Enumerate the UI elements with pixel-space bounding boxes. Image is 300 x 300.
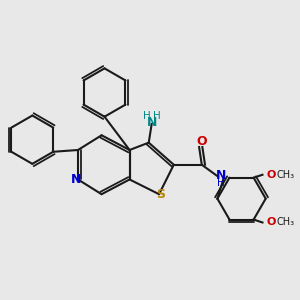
- Text: H: H: [217, 178, 225, 188]
- Text: CH₃: CH₃: [276, 218, 294, 227]
- Text: O: O: [267, 218, 276, 227]
- Text: N: N: [216, 169, 226, 182]
- Text: H: H: [143, 110, 151, 121]
- Text: O: O: [267, 170, 276, 180]
- Text: N: N: [147, 116, 158, 129]
- Text: S: S: [156, 188, 165, 201]
- Text: N: N: [71, 173, 82, 186]
- Text: O: O: [196, 135, 207, 148]
- Text: CH₃: CH₃: [276, 170, 294, 180]
- Text: H: H: [153, 110, 161, 121]
